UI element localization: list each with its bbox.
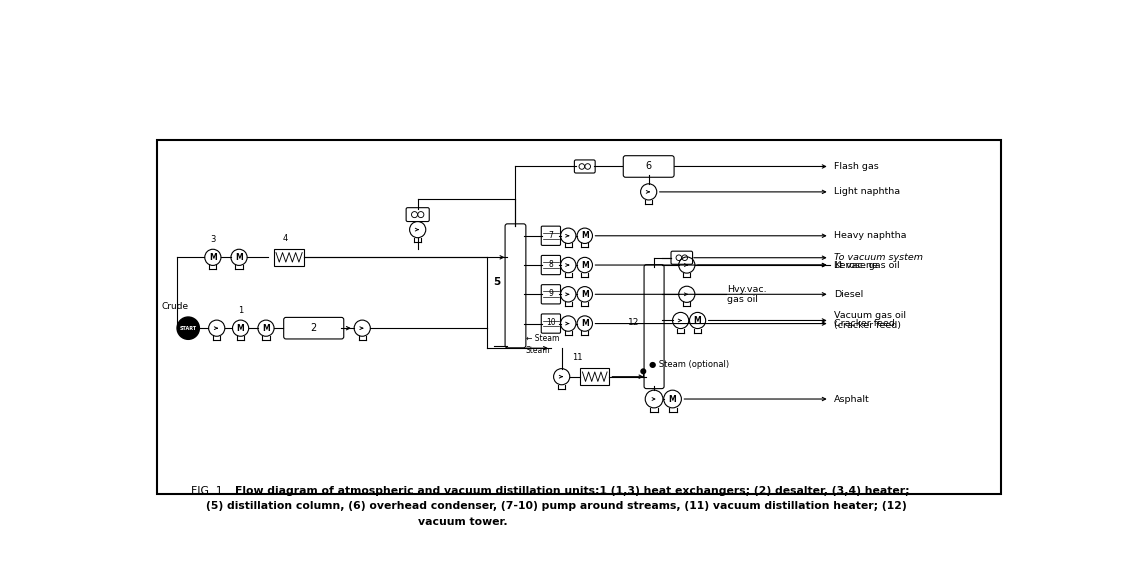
Bar [580, 368, 609, 385]
Text: M: M [263, 324, 269, 333]
Text: Cracker feed: Cracker feed [834, 319, 895, 328]
Text: 11: 11 [573, 353, 583, 362]
Text: 3: 3 [211, 235, 215, 244]
Circle shape [641, 369, 645, 374]
Text: 8: 8 [549, 260, 554, 269]
Text: 9: 9 [548, 289, 554, 298]
Text: Heavy naphtha: Heavy naphtha [834, 231, 907, 241]
Text: vacuum tower.: vacuum tower. [418, 517, 507, 527]
Text: M: M [581, 231, 589, 241]
Text: Light naphtha: Light naphtha [834, 187, 900, 196]
Text: M: M [235, 253, 243, 262]
Text: Vacuum gas oil
(cracker feed): Vacuum gas oil (cracker feed) [834, 311, 907, 330]
Text: (5) distillation column, (6) overhead condenser, (7-10) pump around streams, (11: (5) distillation column, (6) overhead co… [206, 501, 907, 512]
Text: Diesel: Diesel [834, 290, 864, 299]
Text: M: M [581, 260, 589, 269]
Circle shape [177, 317, 199, 340]
Text: 10: 10 [546, 318, 556, 327]
Text: 4: 4 [283, 234, 288, 243]
Text: 5: 5 [494, 277, 500, 287]
Text: M: M [209, 253, 216, 262]
Text: 7: 7 [548, 230, 554, 239]
Text: 12: 12 [628, 318, 640, 327]
Text: To vacuum system: To vacuum system [834, 253, 924, 262]
Text: 1: 1 [238, 306, 243, 315]
Text: Hvy.vac.
gas oil: Hvy.vac. gas oil [727, 285, 766, 304]
Bar [157, 140, 1001, 494]
Text: Crude: Crude [162, 302, 189, 311]
Text: Flow diagram of atmospheric and vacuum distillation units:1 (1,3) heat exchanger: Flow diagram of atmospheric and vacuum d… [235, 486, 910, 496]
Text: M: M [694, 316, 702, 325]
Text: Asphalt: Asphalt [834, 395, 871, 404]
Text: Flash gas: Flash gas [834, 162, 880, 171]
Text: ● Steam (optional): ● Steam (optional) [650, 360, 730, 369]
Text: ← Steam: ← Steam [526, 334, 559, 342]
Text: M: M [581, 319, 589, 328]
Text: 6: 6 [645, 161, 652, 171]
Text: M: M [669, 395, 677, 404]
Bar [274, 249, 305, 266]
Text: Lt vac. gas oil: Lt vac. gas oil [834, 260, 900, 269]
Text: M: M [581, 290, 589, 299]
Text: Kerosene: Kerosene [834, 260, 878, 269]
Text: M: M [237, 324, 245, 333]
Text: 2: 2 [310, 323, 317, 333]
Text: Steam: Steam [526, 346, 550, 355]
Text: START: START [180, 325, 197, 331]
Text: FIG. 1.: FIG. 1. [190, 486, 225, 496]
